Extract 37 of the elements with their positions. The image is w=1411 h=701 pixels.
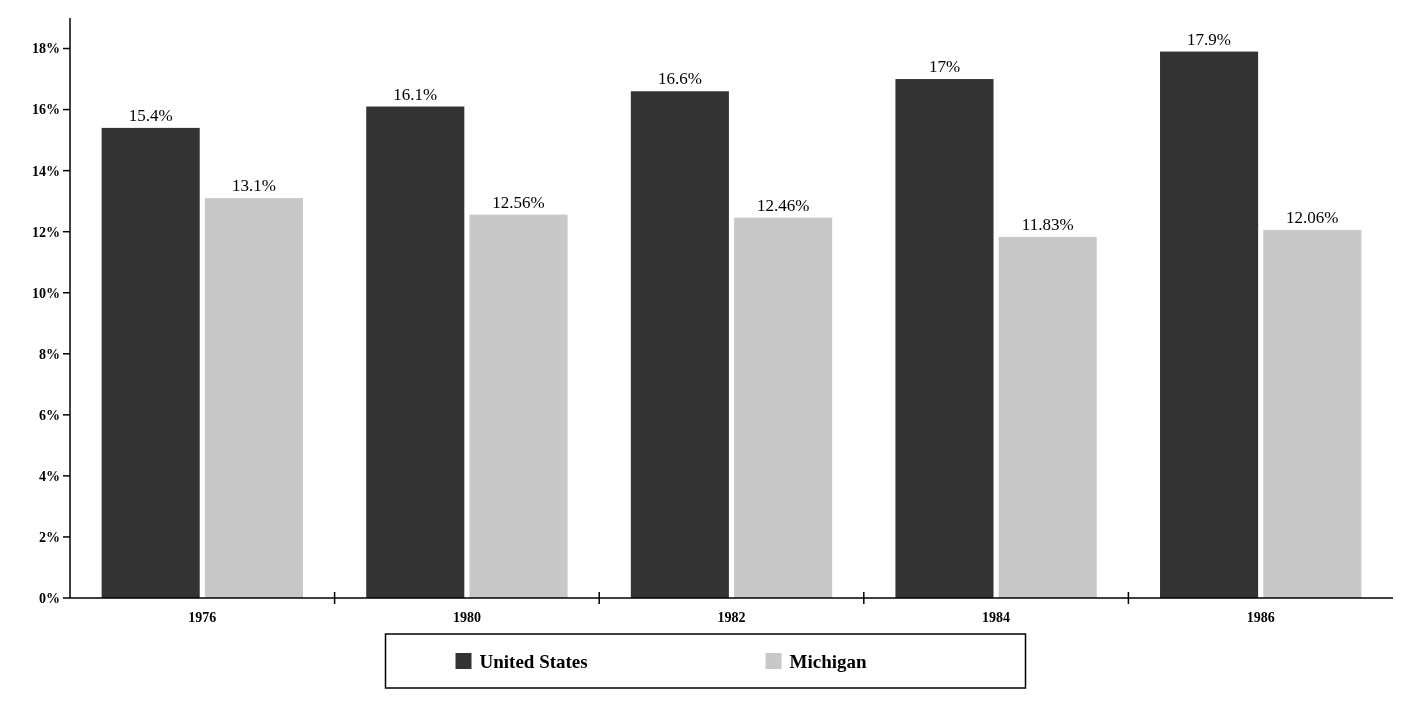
data-label: 13.1%: [231, 176, 276, 196]
x-tick-label: 1982: [717, 610, 746, 625]
y-tick-label: 12%: [32, 224, 60, 240]
bar: [101, 127, 200, 598]
legend-label: Michigan: [789, 650, 867, 672]
x-tick-label: 1986: [1246, 610, 1275, 625]
bar: [469, 214, 568, 598]
bar: [1160, 51, 1259, 598]
y-tick-label: 4%: [39, 468, 60, 484]
data-label: 15.4%: [128, 105, 173, 125]
bar: [630, 91, 729, 598]
x-tick-label: 1980: [452, 610, 481, 625]
y-tick-label: 6%: [39, 407, 60, 423]
bar: [734, 217, 833, 598]
legend-label: United States: [479, 650, 588, 672]
y-tick-label: 10%: [32, 285, 60, 301]
data-label: 16.1%: [393, 84, 438, 104]
data-label: 16.6%: [657, 69, 702, 89]
bar: [998, 236, 1097, 598]
y-tick-label: 14%: [32, 163, 60, 179]
x-tick-label: 1976: [188, 610, 217, 625]
y-tick-label: 0%: [39, 590, 60, 606]
y-tick-label: 16%: [32, 102, 60, 118]
y-tick-label: 2%: [39, 529, 60, 545]
data-label: 12.06%: [1286, 207, 1339, 227]
x-tick-label: 1984: [982, 610, 1011, 625]
data-label: 17%: [928, 57, 961, 77]
data-label: 17.9%: [1187, 29, 1232, 49]
bar: [895, 79, 994, 598]
bar: [1263, 229, 1362, 598]
data-label: 11.83%: [1021, 214, 1074, 234]
y-tick-label: 8%: [39, 346, 60, 362]
bar: [366, 106, 465, 598]
bar: [204, 198, 303, 598]
y-tick-label: 18%: [32, 41, 60, 57]
data-label: 12.46%: [756, 195, 810, 215]
data-label: 12.56%: [492, 192, 545, 212]
